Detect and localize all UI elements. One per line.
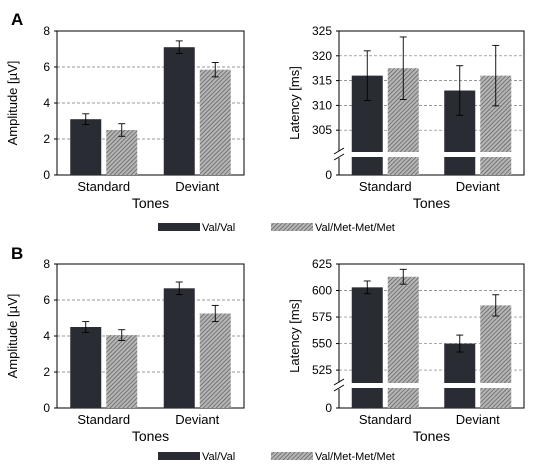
legend-swatch-val-val: [158, 223, 200, 231]
axis-break-band: [340, 383, 523, 388]
bar-val-met: [106, 335, 138, 408]
x-category-label: Standard: [77, 412, 130, 427]
y-tick-label: 2: [43, 365, 50, 379]
y-axis-title: Amplitude [µV]: [5, 61, 20, 146]
legend-a: Val/Val Val/Met-Met/Met: [158, 222, 395, 234]
y-tick-label: 2: [43, 132, 50, 146]
bar-val-val: [444, 343, 476, 408]
x-axis-title: Tones: [132, 195, 169, 211]
y-tick-label: 0: [325, 401, 332, 415]
legend-label-val-val: Val/Val: [202, 222, 235, 234]
bar-val-met: [199, 69, 231, 175]
x-axis-title: Tones: [413, 195, 450, 211]
y-tick-label: 8: [43, 24, 50, 38]
bar-val-met: [106, 130, 138, 175]
x-category-label: Standard: [359, 179, 412, 194]
x-category-label: Deviant: [456, 179, 500, 194]
y-tick-label: 4: [43, 329, 50, 343]
y-tick-label: 315: [312, 74, 332, 88]
y-tick-label: 625: [312, 257, 332, 271]
chart-a-amplitude: 0 2 4 6 8 Standard Deviant Tones Amplitude [µV]: [5, 24, 245, 211]
legend-swatch-val-met: [271, 223, 313, 231]
y-tick-label: 575: [312, 310, 332, 324]
axis-break-gap: [335, 151, 343, 158]
panel-b-label: B: [11, 244, 23, 263]
y-tick-label: 600: [312, 284, 332, 298]
y-tick-label: 8: [43, 257, 50, 271]
legend-swatch-val-val: [158, 452, 200, 460]
y-axis-title: Amplitude [µV]: [5, 294, 20, 379]
x-category-label: Deviant: [175, 179, 219, 194]
axis-break-band: [340, 152, 523, 157]
chart-b-latency: 0 525 550 575 600 625 Standard Deviant Tones Late…: [287, 257, 525, 444]
bar-val-val: [163, 288, 195, 408]
bar-val-val: [70, 327, 102, 408]
bar-val-val: [70, 119, 102, 175]
x-category-label: Deviant: [175, 412, 219, 427]
y-tick-label: 4: [43, 96, 50, 110]
chart-b-amplitude: 0 2 4 6 8 Standard Deviant Tones Amplitude [µV]: [5, 257, 245, 444]
x-category-label: Deviant: [456, 412, 500, 427]
plot-frame: [338, 30, 525, 176]
legend-label-val-met: Val/Met-Met/Met: [315, 222, 395, 234]
y-tick-label: 0: [43, 401, 50, 415]
axis-break-symbol: [333, 378, 345, 392]
y-tick-label: 320: [312, 49, 332, 63]
x-axis-title: Tones: [413, 428, 450, 444]
y-tick-label: 0: [43, 168, 50, 182]
y-tick-label: 550: [312, 337, 332, 351]
plot-frame: [338, 263, 525, 409]
bar-val-met: [199, 313, 231, 408]
bar-val-met: [387, 276, 419, 408]
y-tick-label: 0: [325, 168, 332, 182]
x-axis-title: Tones: [132, 428, 169, 444]
y-axis-title: Latency [ms]: [287, 66, 302, 140]
x-category-label: Standard: [359, 412, 412, 427]
y-tick-label: 325: [312, 24, 332, 38]
axis-break-symbol: [333, 147, 345, 161]
chart-a-latency: 0 305 310 315 320 325 Standard Deviant Tones Late…: [287, 24, 525, 211]
bar-val-val: [351, 287, 383, 408]
bar-val-met: [480, 305, 512, 408]
y-tick-label: 6: [43, 60, 50, 74]
y-tick-label: 310: [312, 98, 332, 112]
legend-label-val-met: Val/Met-Met/Met: [315, 451, 395, 463]
x-category-label: Standard: [77, 179, 130, 194]
y-tick-label: 6: [43, 293, 50, 307]
panel-a-label: A: [11, 10, 23, 29]
legend-swatch-val-met: [271, 452, 313, 460]
y-axis-title: Latency [ms]: [287, 299, 302, 373]
y-tick-label: 525: [312, 363, 332, 377]
bar-val-val: [163, 47, 195, 176]
legend-label-val-val: Val/Val: [202, 451, 235, 463]
legend-b: Val/Val Val/Met-Met/Met: [158, 451, 395, 463]
y-tick-label: 305: [312, 123, 332, 137]
axis-break-gap: [335, 382, 343, 389]
